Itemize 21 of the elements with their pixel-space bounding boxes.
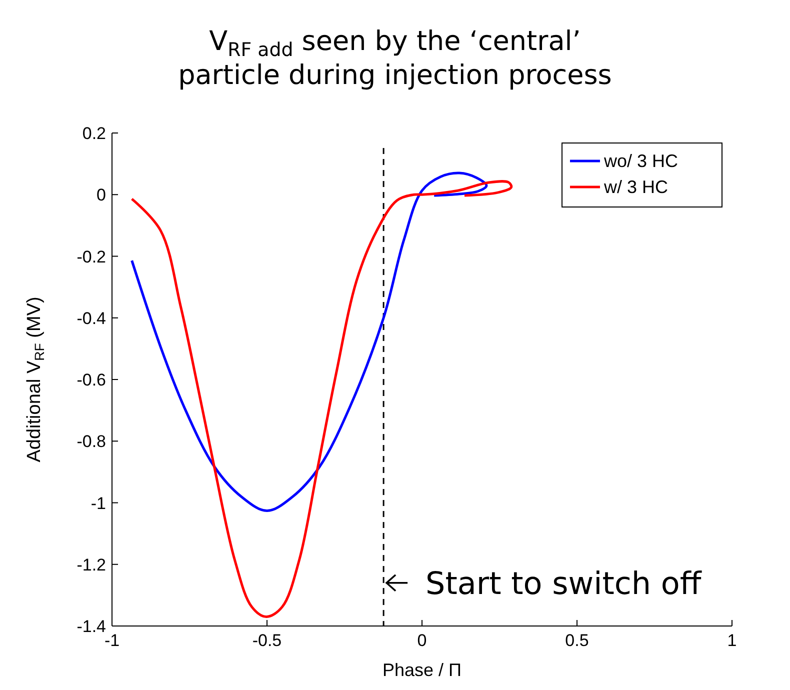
legend-label: wo/ 3 HC <box>603 151 678 171</box>
y-tick-label: -1 <box>90 494 106 513</box>
line-series <box>130 172 488 512</box>
y-tick-label: 0 <box>96 186 106 205</box>
annotation: Start to switch off <box>426 566 702 602</box>
x-tick-label: 1 <box>727 631 737 650</box>
x-tick-label: -1 <box>104 631 120 650</box>
y-tick-label: -0.6 <box>76 370 106 390</box>
y-tick-label: -0.4 <box>76 308 106 328</box>
x-axis-title: Phase / Π <box>382 660 462 680</box>
x-tick-label: 0.5 <box>565 631 589 650</box>
line-series <box>130 180 513 618</box>
y-tick-label: -1.2 <box>76 555 106 574</box>
chart-title: V$_{RF add}$ seen by the ‘central’ particle during injection process <box>178 26 612 91</box>
x-tick-label: 0 <box>417 631 427 650</box>
y-tick-label: -1.4 <box>76 617 106 636</box>
legend-label: w/ 3 HC <box>603 177 668 197</box>
y-tick-label: 0.2 <box>82 124 106 143</box>
y-tick-label: -0.2 <box>76 247 106 266</box>
x-tick-label: -0.5 <box>252 631 282 650</box>
y-tick-label: -0.8 <box>76 432 106 452</box>
